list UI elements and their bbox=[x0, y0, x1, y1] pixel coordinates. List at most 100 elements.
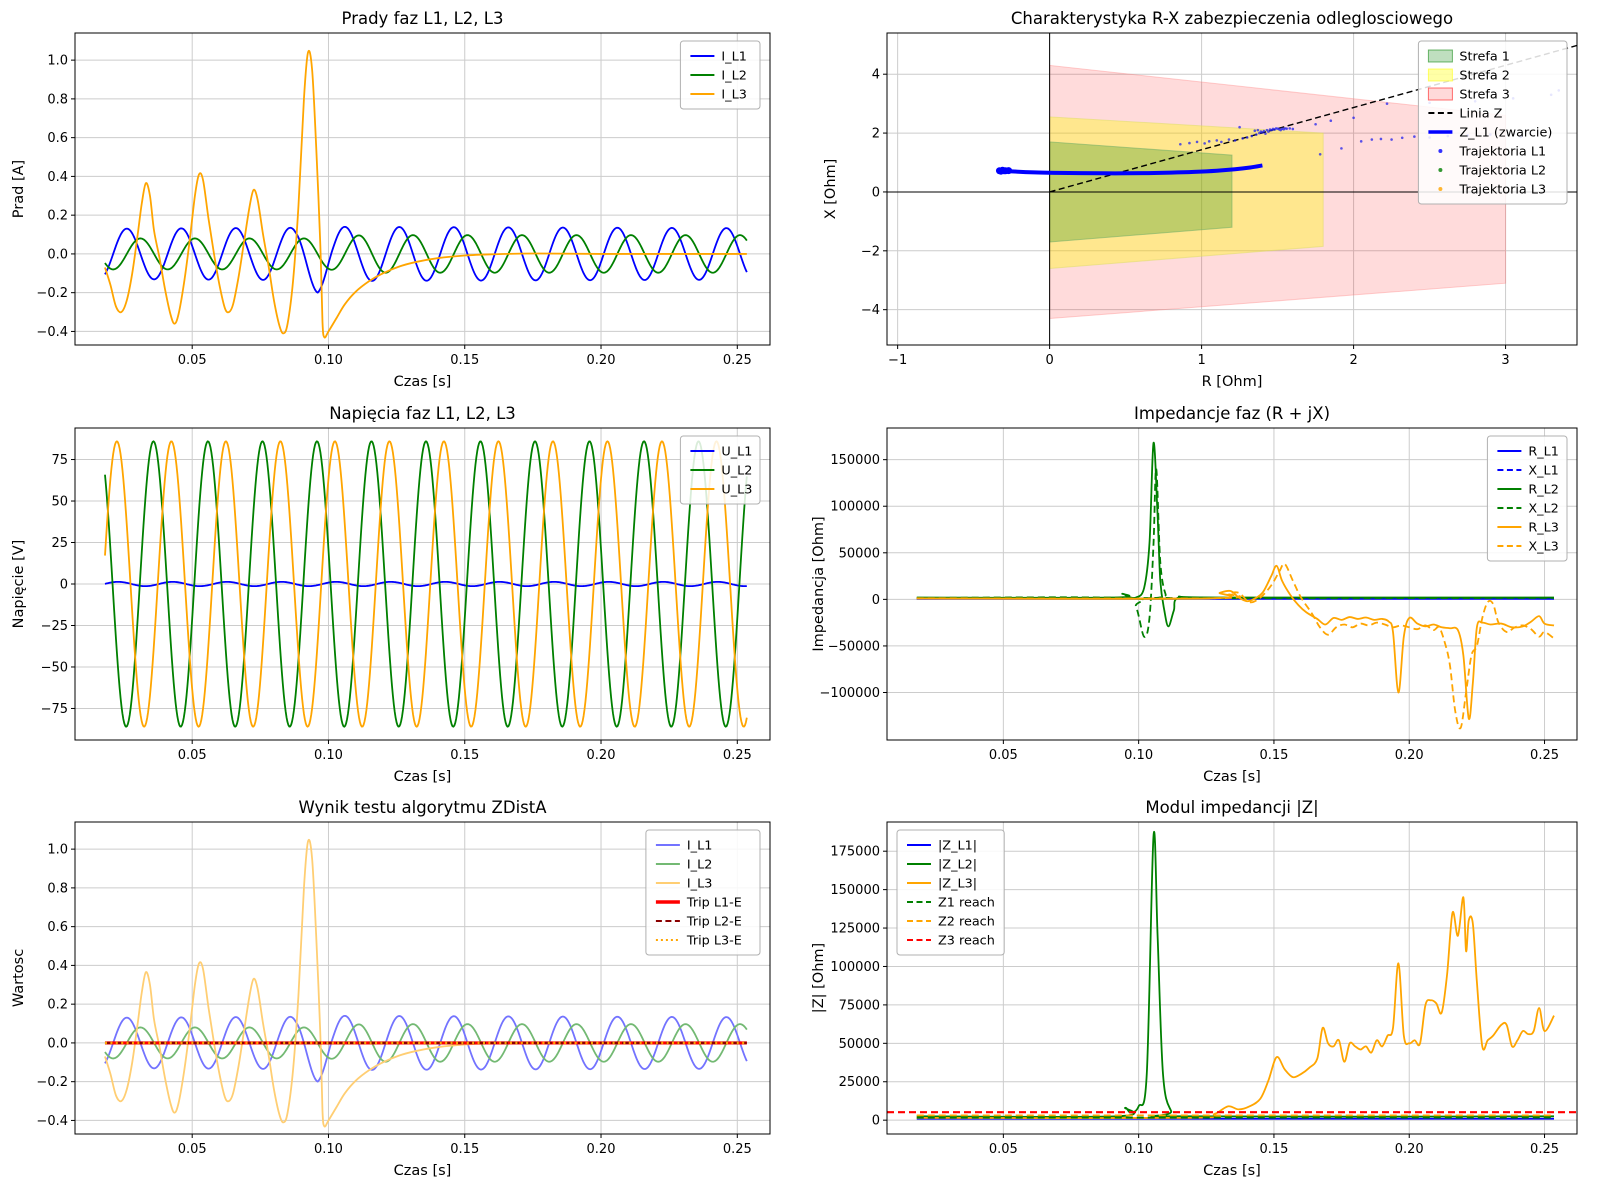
series-r-l2 bbox=[916, 441, 1554, 628]
x-tick-label: 0.15 bbox=[450, 748, 479, 763]
y-tick-label: 0 bbox=[872, 1114, 880, 1129]
y-tick-label: 0 bbox=[872, 185, 880, 200]
x-tick-label: 0 bbox=[1045, 353, 1053, 368]
y-tick-label: −0.2 bbox=[36, 286, 68, 301]
series-u-l2 bbox=[104, 440, 748, 728]
y-tick-label: 0.4 bbox=[47, 959, 68, 974]
chart-title: Wynik testu algorytmu ZDistA bbox=[298, 798, 547, 817]
x-tick-label: 2 bbox=[1349, 353, 1357, 368]
x-axis-label: Czas [s] bbox=[394, 1163, 452, 1179]
series--z-l3- bbox=[916, 896, 1555, 1120]
x-tick-label: 0.25 bbox=[723, 353, 752, 368]
chart-zmod: 0.05 0.10 0.15 0.20 0.25 0 25000 50000 75000 1000… bbox=[811, 798, 1578, 1179]
legend-label: R_L1 bbox=[1528, 444, 1559, 459]
legend-label: I_L1 bbox=[687, 838, 712, 853]
x-tick-label: 0.05 bbox=[178, 353, 207, 368]
legend-label: X_L3 bbox=[1528, 539, 1558, 554]
legend-label: Z2 reach bbox=[938, 914, 995, 929]
y-tick-label: 50 bbox=[51, 495, 68, 510]
legend-label: U_L1 bbox=[721, 444, 752, 459]
y-tick-label: 150000 bbox=[830, 883, 880, 898]
legend-swatch-patch bbox=[1427, 49, 1453, 63]
y-tick-label: 0.2 bbox=[47, 998, 68, 1013]
y-axis-label: Prad [A] bbox=[11, 160, 27, 218]
chart-title: Impedancje faz (R + jX) bbox=[1134, 404, 1330, 423]
x-tick-label: 0.10 bbox=[1124, 1142, 1153, 1157]
y-tick-label: 0.4 bbox=[47, 170, 68, 185]
axes-frame bbox=[886, 821, 1578, 1135]
y-tick-label: −50000 bbox=[828, 639, 880, 654]
y-tick-label: 150000 bbox=[830, 453, 880, 468]
y-tick-label: 100000 bbox=[830, 960, 880, 975]
x-axis-label: R [Ohm] bbox=[1202, 374, 1263, 390]
legend-label: R_L3 bbox=[1528, 520, 1559, 535]
x-axis-label: Czas [s] bbox=[394, 374, 452, 390]
x-tick-label: 0.10 bbox=[314, 353, 343, 368]
legend-label: U_L3 bbox=[721, 482, 752, 497]
y-tick-label: 175000 bbox=[830, 845, 880, 860]
chart-impedances: 0.05 0.10 0.15 0.20 0.25 −100000 −50000 0 50000 1… bbox=[811, 404, 1578, 785]
legend: I_L1 I_L2 I_L3 Trip L1-E Trip L2-E Trip L3-E bbox=[645, 829, 761, 956]
legend-label: R_L2 bbox=[1528, 482, 1559, 497]
x-tick-label: 1 bbox=[1197, 353, 1205, 368]
legend-swatch-marker bbox=[1438, 149, 1443, 153]
legend-label: Z3 reach bbox=[938, 933, 995, 948]
x-tick-label: 0.25 bbox=[1530, 748, 1559, 763]
x-tick-label: 0.05 bbox=[178, 1142, 207, 1157]
y-axis-label: |Z| [Ohm] bbox=[811, 943, 827, 1013]
series-z-l1-zwarcie- bbox=[999, 163, 1263, 176]
y-tick-label: 0.6 bbox=[47, 920, 68, 935]
legend: Strefa 1 Strefa 2 Strefa 3 Linia Z Z_L1 (zwa… bbox=[1417, 40, 1568, 205]
y-tick-label: −100000 bbox=[819, 686, 880, 701]
x-tick-label: 0.15 bbox=[1259, 748, 1288, 763]
x-tick-label: 0.15 bbox=[450, 1142, 479, 1157]
legend-label: Z_L1 (zwarcie) bbox=[1459, 125, 1552, 140]
x-tick-label: 0.05 bbox=[989, 748, 1018, 763]
legend: |Z_L1| |Z_L2| |Z_L3| Z1 reach Z2 reach Z3 rea… bbox=[896, 829, 1005, 956]
legend-label: Strefa 2 bbox=[1459, 68, 1510, 83]
series-i-l2 bbox=[104, 234, 748, 274]
legend-label: Trajektoria L2 bbox=[1458, 163, 1546, 178]
legend-label: Strefa 1 bbox=[1459, 49, 1510, 64]
x-tick-label: 0.20 bbox=[587, 353, 616, 368]
x-tick-label: 0.20 bbox=[587, 748, 616, 763]
y-tick-label: 0.6 bbox=[47, 131, 68, 146]
y-tick-label: 0.0 bbox=[47, 1036, 68, 1051]
y-tick-label: 50000 bbox=[839, 546, 880, 561]
y-tick-label: 75000 bbox=[839, 998, 880, 1013]
x-tick-label: 0.20 bbox=[587, 1142, 616, 1157]
x-axis-label: Czas [s] bbox=[1203, 1163, 1261, 1179]
y-tick-label: 50000 bbox=[839, 1037, 880, 1052]
legend-label: I_L2 bbox=[721, 68, 746, 83]
y-tick-label: 0.8 bbox=[47, 881, 68, 896]
y-tick-label: −25 bbox=[41, 619, 68, 634]
legend-swatch-marker bbox=[1438, 168, 1443, 172]
y-axis-label: Napięcie [V] bbox=[11, 540, 27, 629]
x-tick-label: 0.05 bbox=[178, 748, 207, 763]
scatter-zwarcie-blob bbox=[995, 166, 1013, 175]
y-tick-label: 0 bbox=[872, 593, 880, 608]
legend-swatch-marker bbox=[1438, 187, 1443, 191]
chart-currents: 0.05 0.10 0.15 0.20 0.25 −0.4 −0.2 0.0 0.2 0.4 0.6… bbox=[11, 9, 771, 390]
series-i-l1 bbox=[104, 225, 748, 294]
legend-label: |Z_L3| bbox=[938, 876, 977, 891]
x-tick-label: 0.20 bbox=[1395, 748, 1424, 763]
x-tick-label: 0.10 bbox=[1124, 748, 1153, 763]
y-tick-label: −50 bbox=[41, 660, 68, 675]
y-axis-label: Wartosc bbox=[11, 949, 27, 1007]
series-i-l1 bbox=[104, 1014, 748, 1083]
chart-title: Modul impedancji |Z| bbox=[1145, 798, 1318, 817]
legend-label: Strefa 3 bbox=[1459, 87, 1510, 102]
chart-title: Napięcia faz L1, L2, L3 bbox=[329, 404, 516, 423]
x-tick-label: −1 bbox=[888, 353, 907, 368]
x-tick-label: 3 bbox=[1501, 353, 1509, 368]
series-u-l3 bbox=[104, 440, 748, 728]
legend-label: |Z_L1| bbox=[938, 838, 977, 853]
legend-label: X_L2 bbox=[1528, 501, 1558, 516]
legend: I_L1 I_L2 I_L3 bbox=[679, 40, 761, 110]
legend-label: U_L2 bbox=[721, 463, 752, 478]
chart-rx: −1 0 1 2 3 −4 −2 0 2 4 Charakterystyka R-X zabezpi… bbox=[823, 9, 1578, 390]
x-tick-label: 0.10 bbox=[314, 748, 343, 763]
